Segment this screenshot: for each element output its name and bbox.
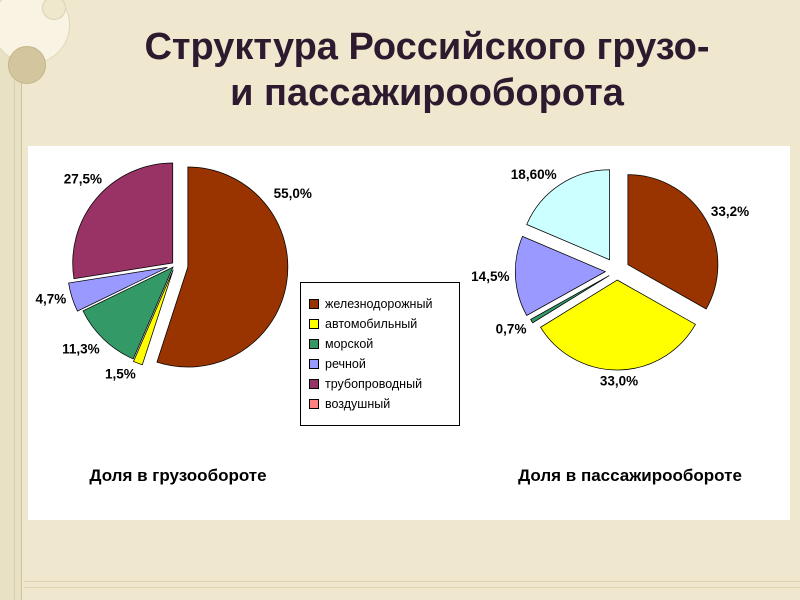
pie-slice-railway xyxy=(627,174,719,310)
slide-title: Структура Российского грузо-и пассажироо… xyxy=(70,24,784,117)
legend-swatch-railway xyxy=(309,299,319,309)
legend-swatch-river xyxy=(309,359,319,369)
legend-item-river: речной xyxy=(309,357,451,371)
slide-title-line1: Структура Российского грузо- xyxy=(144,26,710,68)
legend-label: автомобильный xyxy=(325,317,418,331)
legend-item-automobile: автомобильный xyxy=(309,317,451,331)
legend-item-railway: железнодорожный xyxy=(309,297,451,311)
decorative-bottom-line xyxy=(24,581,800,582)
caption-passenger-turnover: Доля в пассажирообороте xyxy=(518,466,742,485)
legend-swatch-air xyxy=(309,399,319,409)
pie-slice-automobile xyxy=(540,279,696,371)
pie-slice-sea xyxy=(530,275,610,324)
pie-chart-passenger-turnover: 33,2% 33,0% 0,7% 14,5% 18,60% xyxy=(471,167,749,388)
pie-slice-air xyxy=(526,169,610,261)
legend-swatch-automobile xyxy=(309,319,319,329)
legend-label: воздушный xyxy=(325,397,391,411)
pie-slice-river xyxy=(514,235,607,316)
legend-item-sea: морской xyxy=(309,337,451,351)
pie-slice-label-pipeline: 27,5% xyxy=(64,171,102,186)
decorative-left-strip xyxy=(0,0,22,600)
pie-slice-river xyxy=(68,267,168,312)
legend-swatch-sea xyxy=(309,339,319,349)
pie-slice-label-sea: 0,7% xyxy=(496,322,527,337)
content-panel: 55,0% 1,5% 11,3% 4,7% 27,5% 33,2% 33,0% 0,7% 14… xyxy=(28,146,790,520)
legend-item-air: воздушный xyxy=(309,397,451,411)
pie-slice-sea xyxy=(82,266,174,360)
legend-item-pipeline: трубопроводный xyxy=(309,377,451,391)
pie-slice-label-air: 18,60% xyxy=(511,167,557,182)
pie-chart-freight-turnover: 55,0% 1,5% 11,3% 4,7% 27,5% xyxy=(35,162,312,381)
caption-freight-turnover: Доля в грузообороте xyxy=(89,466,267,485)
pie-slice-automobile xyxy=(133,269,174,366)
pie-slice-label-railway: 55,0% xyxy=(274,186,312,201)
pie-slice-label-sea: 11,3% xyxy=(62,341,100,356)
slide-title-line2: и пассажирооборота xyxy=(230,72,624,115)
decorative-bottom-line xyxy=(24,587,800,588)
pie-slice-railway xyxy=(156,166,289,368)
decorative-circle-small xyxy=(42,0,66,20)
legend-label: речной xyxy=(325,357,366,371)
pie-slice-label-river: 4,7% xyxy=(35,292,66,307)
pie-slice-label-railway: 33,2% xyxy=(711,204,749,219)
pie-slice-label-automobile: 33,0% xyxy=(600,373,638,388)
legend-label: морской xyxy=(325,337,374,351)
pie-slice-label-automobile: 1,5% xyxy=(105,366,136,381)
legend-label: железнодорожный xyxy=(325,297,433,311)
legend-label: трубопроводный xyxy=(325,377,423,391)
pie-slice-label-river: 14,5% xyxy=(471,269,509,284)
chart-legend: железнодорожный автомобильный морской речно… xyxy=(300,282,460,426)
legend-swatch-pipeline xyxy=(309,379,319,389)
decorative-circle-medium xyxy=(8,46,46,84)
pie-slice-pipeline xyxy=(72,162,174,280)
